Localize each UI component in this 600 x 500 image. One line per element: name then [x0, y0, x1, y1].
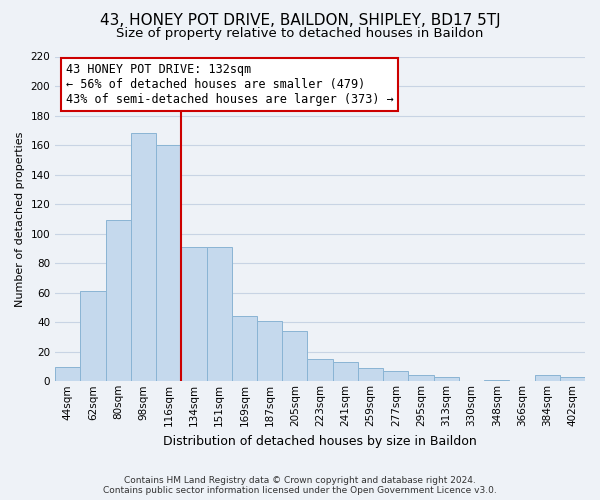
Text: 43, HONEY POT DRIVE, BAILDON, SHIPLEY, BD17 5TJ: 43, HONEY POT DRIVE, BAILDON, SHIPLEY, B… [100, 12, 500, 28]
Bar [131, 134, 156, 382]
X-axis label: Distribution of detached houses by size in Baildon: Distribution of detached houses by size … [163, 434, 477, 448]
Y-axis label: Number of detached properties: Number of detached properties [15, 131, 25, 306]
Bar [560, 377, 585, 382]
Text: 43 HONEY POT DRIVE: 132sqm
← 56% of detached houses are smaller (479)
43% of sem: 43 HONEY POT DRIVE: 132sqm ← 56% of deta… [66, 63, 394, 106]
Bar [358, 368, 383, 382]
Bar [282, 331, 307, 382]
Text: Size of property relative to detached houses in Baildon: Size of property relative to detached ho… [116, 28, 484, 40]
Bar [206, 247, 232, 382]
Bar [535, 376, 560, 382]
Bar [434, 377, 459, 382]
Bar [232, 316, 257, 382]
Bar [409, 376, 434, 382]
Bar [181, 247, 206, 382]
Bar [383, 371, 409, 382]
Text: Contains HM Land Registry data © Crown copyright and database right 2024.
Contai: Contains HM Land Registry data © Crown c… [103, 476, 497, 495]
Bar [307, 359, 332, 382]
Bar [55, 366, 80, 382]
Bar [257, 320, 282, 382]
Bar [80, 291, 106, 382]
Bar [106, 220, 131, 382]
Bar [156, 145, 181, 382]
Bar [484, 380, 509, 382]
Bar [332, 362, 358, 382]
